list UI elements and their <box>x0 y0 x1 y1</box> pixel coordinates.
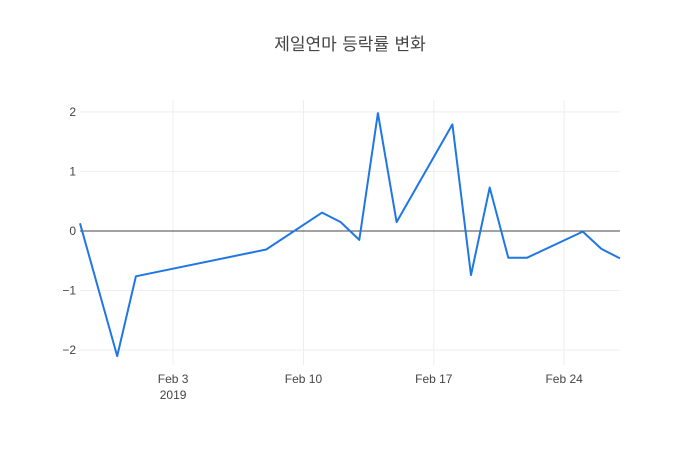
chart-title: 제일연마 등락률 변화 <box>274 35 426 55</box>
x-tick-label: Feb 17 <box>415 372 453 386</box>
x-tick-label: Feb 24 <box>545 372 583 386</box>
y-tick-label: 2 <box>69 105 76 119</box>
y-tick-label: 1 <box>69 164 76 178</box>
y-axis: −2 −1 0 1 2 <box>62 105 76 357</box>
y-tick-label: −2 <box>62 343 76 357</box>
series-group <box>79 112 621 358</box>
x-axis: Feb 3 2019 Feb 10 Feb 17 Feb 24 <box>158 372 583 402</box>
x-tick-label: Feb 3 <box>158 372 189 386</box>
y-tick-label: −1 <box>62 284 76 298</box>
x-tick-label: Feb 10 <box>285 372 323 386</box>
y-tick-label: 0 <box>69 224 76 238</box>
grid <box>80 100 620 365</box>
series-line <box>79 112 621 358</box>
x-tick-sublabel: 2019 <box>160 388 187 402</box>
